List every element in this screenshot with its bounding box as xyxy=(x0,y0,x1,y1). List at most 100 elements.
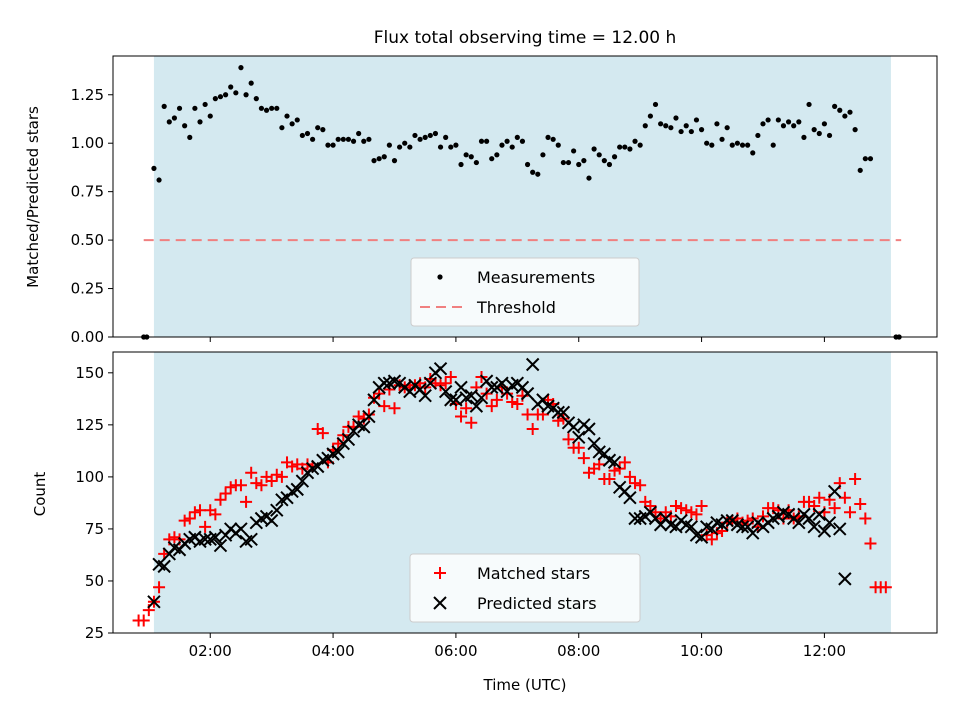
top-legend-box xyxy=(410,257,640,327)
measurement-point xyxy=(811,127,817,133)
matched-star-point xyxy=(562,433,575,446)
legend-matched-label: Matched stars xyxy=(477,564,590,583)
predicted-star-point xyxy=(244,532,258,547)
measurement-point xyxy=(596,152,602,158)
measurement-point xyxy=(842,113,848,119)
y-tick-label: 125 xyxy=(75,416,104,434)
predicted-star-point xyxy=(367,393,381,407)
measurement-point xyxy=(397,144,403,150)
measurement-point xyxy=(571,148,577,154)
measurement-point xyxy=(729,142,735,148)
bottom-legend-box xyxy=(409,553,641,623)
matched-star-point xyxy=(864,537,877,550)
matched-star-point xyxy=(286,460,299,473)
bottom-legend: Matched stars Predicted stars xyxy=(409,553,641,623)
measurement-point xyxy=(156,177,162,183)
predicted-star-point xyxy=(198,532,212,547)
measurement-point xyxy=(279,125,285,131)
predicted-star-point xyxy=(377,376,391,390)
measurement-point xyxy=(453,142,459,148)
matched-star-point xyxy=(485,400,498,413)
measurement-point xyxy=(540,152,546,158)
y-tick-label: 1.00 xyxy=(71,134,104,152)
predicted-star-point xyxy=(418,389,432,403)
measurement-point xyxy=(709,142,715,148)
measurement-point xyxy=(565,159,572,166)
measurement-point xyxy=(422,134,428,140)
predicted-star-point xyxy=(792,515,806,530)
measurement-point xyxy=(443,134,449,140)
measurement-point xyxy=(192,105,198,111)
matched-star-point xyxy=(675,502,688,515)
measurement-point xyxy=(714,121,720,127)
measurement-point xyxy=(222,92,229,98)
measurement-point xyxy=(745,142,751,148)
measurement-point xyxy=(274,105,280,111)
measurement-point xyxy=(837,107,843,113)
measurement-point xyxy=(852,127,858,133)
matched-star-point xyxy=(224,481,237,494)
measurement-point xyxy=(586,175,592,181)
measurement-point xyxy=(284,113,290,119)
measurement-point xyxy=(606,161,613,168)
predicted-star-point xyxy=(208,530,223,544)
matched-star-point xyxy=(240,495,253,508)
matched-star-point xyxy=(153,581,166,594)
bottom-axes-frame xyxy=(112,351,938,634)
legend-predicted-label: Predicted stars xyxy=(477,594,597,613)
measurement-point xyxy=(775,117,781,123)
matched-star-point xyxy=(521,408,534,421)
measurement-point xyxy=(499,142,505,148)
legend-predicted-marker xyxy=(433,596,447,610)
measurement-point xyxy=(391,158,398,164)
matched-star-point xyxy=(188,506,201,519)
matched-star-point xyxy=(444,370,457,383)
measurement-point xyxy=(647,113,653,119)
x-tick-label: 06:00 xyxy=(434,642,477,660)
predicted-star-point xyxy=(720,513,734,528)
predicted-star-point xyxy=(474,391,489,405)
measurement-point xyxy=(637,142,643,148)
top-points xyxy=(141,65,902,340)
predicted-star-point xyxy=(556,405,571,420)
y-tick-label: 150 xyxy=(75,364,104,382)
measurement-point xyxy=(780,123,787,129)
measurement-point xyxy=(509,144,515,150)
top-legend: Measurements Threshold xyxy=(410,257,640,327)
measurement-point xyxy=(642,123,648,129)
measurement-point xyxy=(330,142,336,148)
legend-measurements-marker xyxy=(437,274,443,280)
matched-star-point xyxy=(460,402,473,415)
measurement-point xyxy=(785,119,792,125)
measurement-point xyxy=(560,159,566,166)
matched-star-point xyxy=(813,491,826,504)
matched-star-point xyxy=(828,502,841,515)
measurement-point xyxy=(345,136,352,142)
matched-star-point xyxy=(168,531,181,544)
measurement-point xyxy=(171,115,178,121)
measurement-point xyxy=(688,128,694,135)
predicted-star-point xyxy=(454,380,468,395)
measurement-point xyxy=(530,169,536,175)
measurement-point xyxy=(678,128,684,135)
predicted-star-point xyxy=(812,507,826,522)
measurement-point xyxy=(555,142,561,148)
predicted-star-point xyxy=(485,380,499,395)
measurement-point xyxy=(468,154,474,160)
matched-star-point xyxy=(705,533,718,546)
predicted-star-point xyxy=(520,386,535,401)
predicted-star-point xyxy=(264,513,279,528)
legend-threshold-label: Threshold xyxy=(476,298,556,317)
predicted-star-point xyxy=(331,445,345,459)
matched-star-point xyxy=(255,479,268,492)
matched-star-point xyxy=(669,500,682,513)
top-axis-ticks: 0.00 0.25 0.50 0.75 1.00 1.25 xyxy=(71,86,825,346)
measurement-point xyxy=(489,156,495,162)
measurement-point xyxy=(617,144,623,150)
measurement-point xyxy=(381,154,387,160)
measurement-point xyxy=(182,123,188,129)
y-tick-label: 0.75 xyxy=(71,183,104,201)
measurement-point xyxy=(673,115,679,121)
measurement-point xyxy=(166,119,172,125)
matched-star-point xyxy=(623,470,636,483)
